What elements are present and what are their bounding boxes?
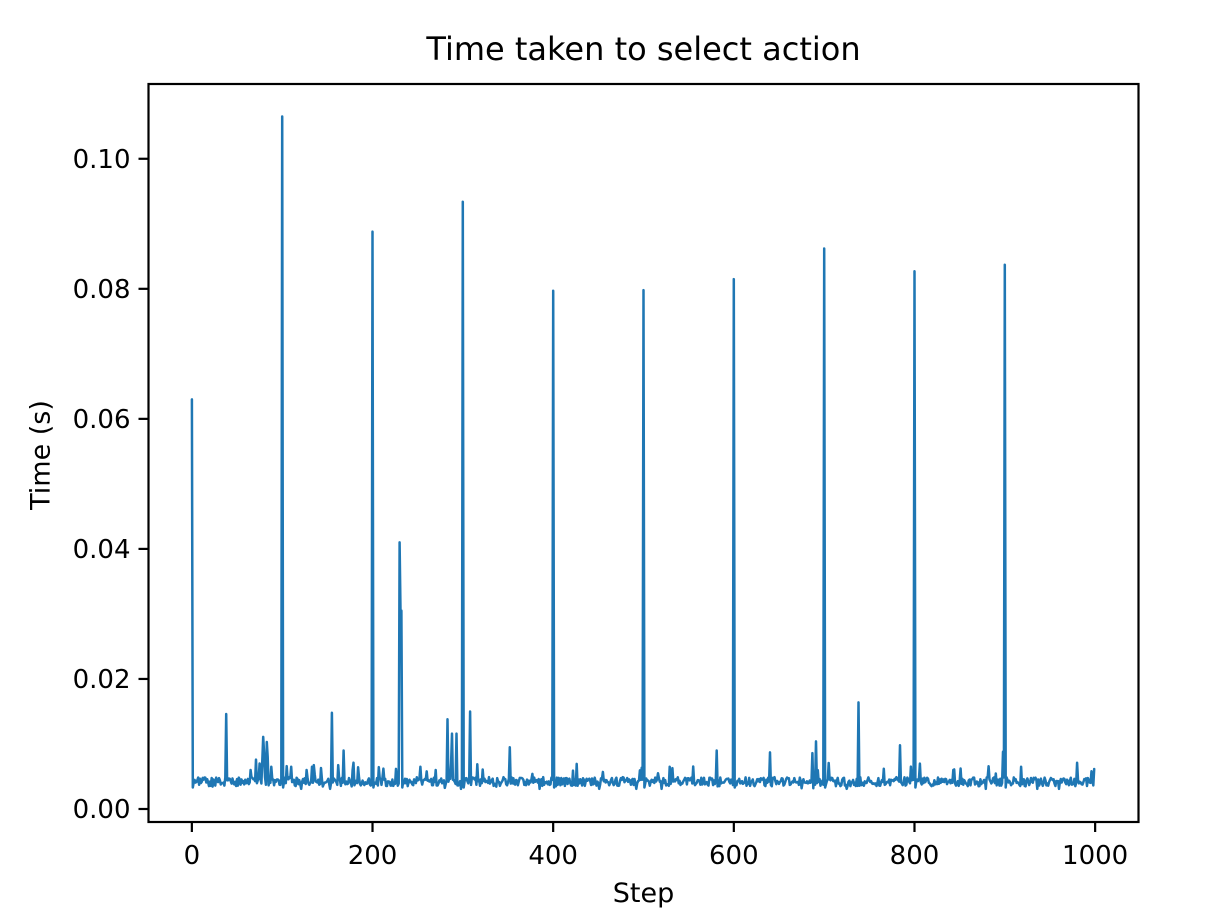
- y-tick-label: 0.08: [73, 275, 131, 305]
- axes-frame: [147, 82, 1140, 824]
- x-tick-label: 200: [348, 841, 398, 871]
- y-tick-label: 0.10: [73, 145, 131, 175]
- time-series-line: [190, 115, 1096, 791]
- x-tick-label: 600: [709, 841, 759, 871]
- x-tick-label: 1000: [1062, 841, 1128, 871]
- x-axis-label: Step: [612, 878, 675, 909]
- x-tick-label: 0: [184, 841, 201, 871]
- y-tick-label: 0.00: [73, 795, 131, 825]
- chart-title: Time taken to select action: [426, 30, 861, 68]
- x-tick-label: 400: [528, 841, 578, 871]
- y-tick-label: 0.06: [73, 405, 131, 435]
- y-tick-label: 0.04: [73, 535, 131, 565]
- x-tick-label: 800: [890, 841, 940, 871]
- y-tick-label: 0.02: [73, 665, 131, 695]
